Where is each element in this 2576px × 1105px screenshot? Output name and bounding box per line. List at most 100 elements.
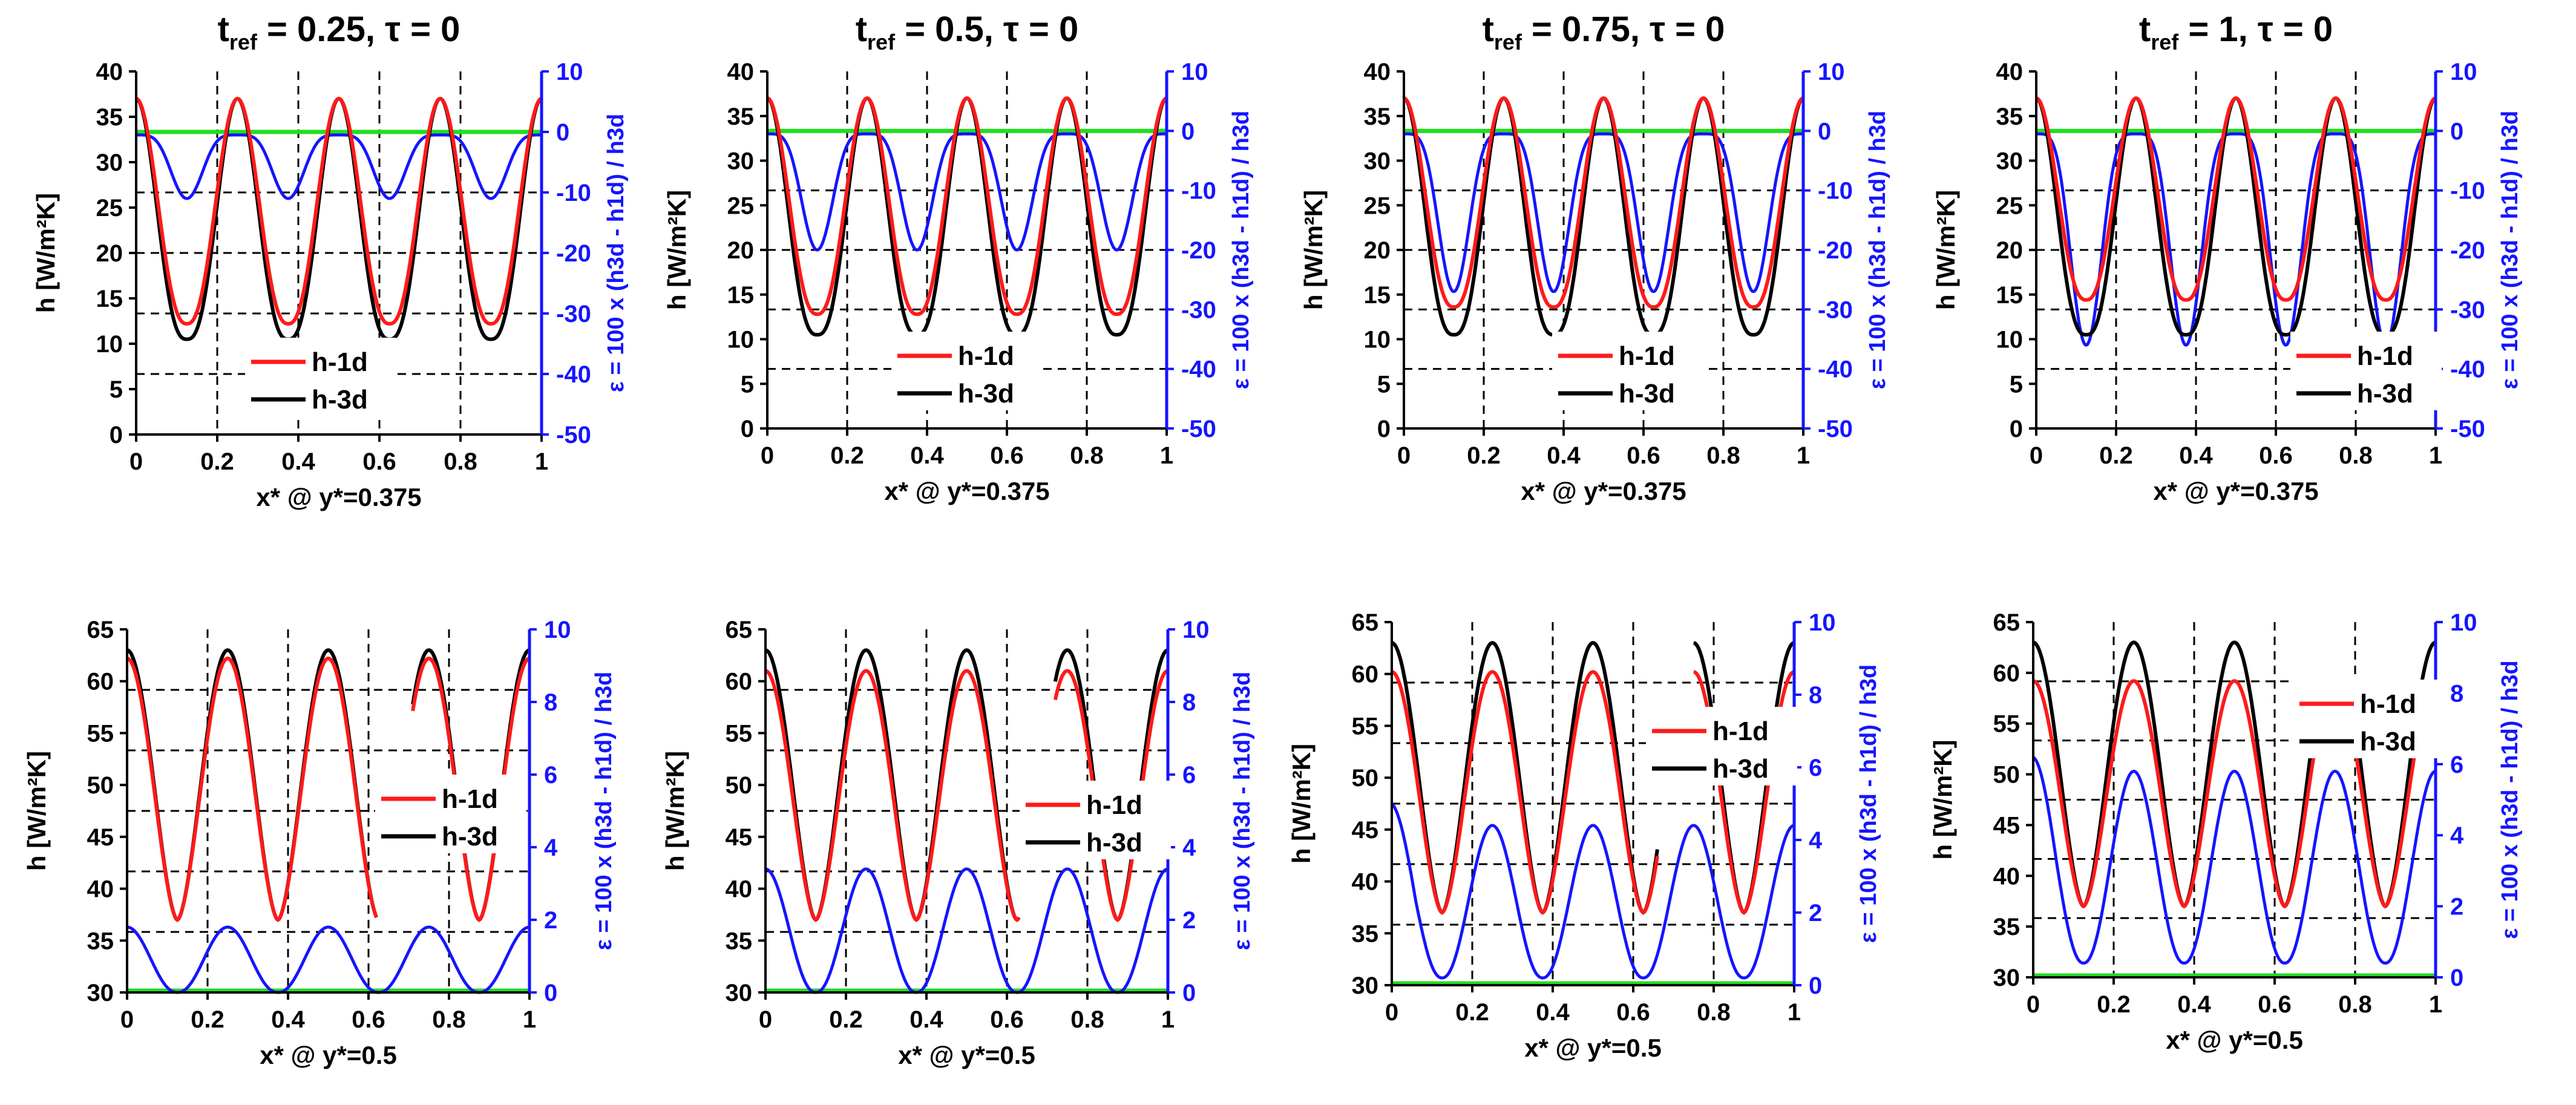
y2-axis-label: ε = 100 x (h3d - h1d) / h3d [591,672,617,950]
y2-tick-label: -20 [1818,237,1853,264]
y2-axis-label: ε = 100 x (h3d - h1d) / h3d [603,114,629,392]
y2-tick-label: -30 [1818,297,1853,323]
y-tick-label: 30 [1352,972,1379,999]
y2-tick-label: 0 [544,980,557,1006]
x-tick-label: 0.2 [2097,991,2131,1018]
series-epsilon-line [136,133,542,200]
legend-label-h3d: h-3d [1086,828,1142,857]
y2-tick-label: 4 [1809,827,1823,854]
legend: h-1d h-3d [1020,781,1171,859]
y-tick-label: 35 [1352,920,1379,947]
y2-tick-label: -50 [1181,416,1216,442]
x-tick-label: 0 [2027,991,2040,1018]
y2-tick-label: -40 [2450,356,2485,383]
y2-tick-label: 6 [2450,752,2463,778]
y-axis-label: h [W/m²K] [1299,190,1328,310]
y-tick-label: 65 [1352,609,1379,636]
y-tick-label: 35 [1996,103,2024,130]
x-tick-label: 0.2 [829,1006,863,1033]
series-epsilon-line [126,925,530,994]
y-tick-label: 45 [726,824,753,851]
x-tick-label: 0.2 [1467,442,1501,469]
y-tick-label: 65 [726,617,753,643]
x-tick-label: 0.8 [1070,1006,1104,1033]
y2-tick-label: 10 [1809,609,1836,636]
x-tick-label: 0.8 [1070,442,1104,469]
legend-background [891,332,1043,410]
legend-label-h1d: h-1d [1086,790,1142,820]
y2-tick-label: -50 [1818,416,1853,442]
y2-tick-label: 2 [2450,894,2463,920]
y-tick-label: 15 [1996,282,2024,309]
x-tick-label: 0.2 [191,1006,224,1033]
x-tick-label: 0 [761,442,774,469]
x-tick-label: 0.6 [2258,991,2292,1018]
y-axis-label: h [W/m²K] [1929,739,1957,859]
chart-panel-6: 0 0.2 0.4 0.6 0.8 1 30 35 40 45 50 55 60 65 0 2 4 6 8 10 x* … [661,617,1255,1069]
y2-tick-label: 0 [1182,980,1196,1006]
legend-label-h1d: h-1d [958,341,1014,371]
x-tick-label: 0 [1397,442,1411,469]
x-tick-label: 1 [1161,1006,1175,1033]
y-tick-label: 15 [96,286,123,312]
y-tick-label: 10 [1364,327,1391,353]
y2-tick-label: -20 [1181,237,1216,264]
y-tick-label: 40 [1364,59,1391,85]
y-tick-label: 15 [727,282,755,309]
y-tick-label: 20 [1364,237,1391,264]
y-tick-label: 35 [1364,103,1391,130]
x-axis-label: x* @ y*=0.5 [898,1041,1035,1069]
y-tick-label: 40 [726,876,753,903]
y-tick-label: 45 [1993,812,2020,839]
y-tick-label: 10 [1996,327,2024,353]
x-tick-label: 0.6 [1627,442,1660,469]
x-tick-label: 0.6 [1616,999,1650,1026]
legend-background [375,775,526,853]
y2-tick-label: -30 [2450,297,2485,323]
legend-background [2293,680,2445,758]
x-axis-label: x* @ y*=0.375 [2153,477,2318,505]
chart-panel-7: 0 0.2 0.4 0.6 0.8 1 30 35 40 45 50 55 60 65 0 2 4 6 8 10 x* … [1287,609,1881,1062]
y-tick-label: 15 [1364,282,1391,309]
y-tick-label: 55 [1352,713,1379,739]
y2-tick-label: 8 [1182,689,1196,716]
y-tick-label: 25 [727,192,755,219]
y2-tick-label: 2 [1809,900,1822,926]
legend-background [1646,707,1797,785]
y-tick-label: 5 [110,376,123,403]
legend-label-h1d: h-1d [1712,716,1769,746]
x-tick-label: 0.2 [2099,442,2133,469]
series-h1d-line [2036,96,2436,302]
y-tick-label: 30 [87,980,114,1006]
x-tick-label: 0 [2030,442,2043,469]
chart-title: tref = 0.25, τ = 0 [218,10,460,54]
y2-tick-label: 10 [1181,59,1208,85]
y2-tick-label: 0 [1818,118,1831,145]
x-tick-label: 0.2 [830,442,864,469]
y-axis-label: h [W/m²K] [22,751,51,871]
x-axis-label: x* @ y*=0.375 [1521,477,1686,505]
x-tick-label: 0 [759,1006,772,1033]
y-tick-label: 30 [1993,965,2020,991]
y-tick-label: 35 [96,104,123,131]
y2-tick-label: -30 [1181,297,1216,323]
y-tick-label: 5 [741,371,754,398]
legend-label-h1d: h-1d [2357,341,2413,371]
legend: h-1d h-3d [891,332,1043,410]
y2-axis-label: ε = 100 x (h3d - h1d) / h3d [2497,660,2523,939]
series-epsilon-line [1391,802,1795,980]
x-tick-label: 0.4 [1547,442,1581,469]
legend-label-h1d: h-1d [1619,341,1675,371]
y2-tick-label: -10 [1818,178,1853,205]
y2-tick-label: 0 [2450,118,2463,145]
chart-panel-8: 0 0.2 0.4 0.6 0.8 1 30 35 40 45 50 55 60 65 0 2 4 6 8 10 x* … [1929,609,2523,1054]
y2-tick-label: 4 [1182,834,1196,861]
y-tick-label: 25 [1364,192,1391,219]
y2-tick-label: 0 [1809,972,1822,999]
legend-background [1020,781,1171,859]
y-axis-label: h [W/m²K] [1287,744,1316,864]
y-tick-label: 20 [1996,237,2024,264]
x-axis-label: x* @ y*=0.375 [256,483,421,511]
y2-tick-label: -50 [2450,416,2485,442]
x-tick-label: 0.4 [281,448,315,475]
